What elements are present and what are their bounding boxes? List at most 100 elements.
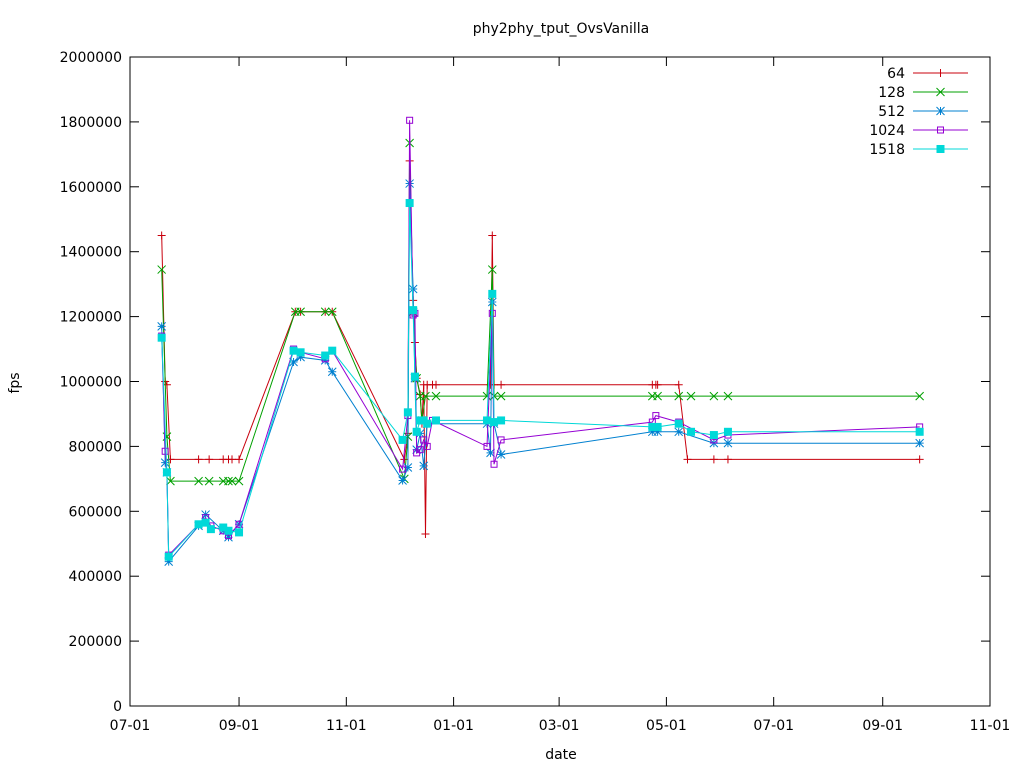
data-point	[289, 357, 298, 367]
data-point	[674, 391, 684, 401]
legend-item: 1024	[869, 123, 968, 139]
data-point	[421, 391, 430, 401]
legend-marker	[936, 87, 945, 97]
data-point	[403, 463, 413, 472]
data-point	[204, 476, 214, 486]
axes	[129, 56, 991, 707]
data-point	[483, 416, 492, 425]
data-point	[723, 427, 732, 436]
data-point	[915, 391, 925, 401]
data-point	[320, 307, 330, 317]
data-point	[408, 284, 418, 294]
data-point	[490, 460, 498, 468]
data-point	[723, 438, 733, 448]
x-tick-label: 07-01	[753, 718, 794, 734]
data-point	[409, 306, 418, 315]
legend-marker	[936, 69, 945, 77]
data-point	[398, 476, 407, 485]
data-point	[423, 442, 431, 450]
data-point	[723, 455, 732, 464]
x-tick-label: 11-01	[970, 718, 1011, 734]
data-point	[194, 520, 203, 529]
legend-item: 512	[878, 104, 968, 120]
y-tick-label: 1800000	[60, 115, 122, 131]
x-axis-label: date	[545, 747, 577, 763]
data-point	[228, 455, 237, 464]
data-point	[399, 465, 407, 473]
y-tick-label: 1000000	[60, 375, 122, 391]
legend-marker	[937, 126, 944, 134]
legend-label: 64	[887, 66, 905, 82]
data-point	[289, 346, 298, 355]
data-point	[296, 307, 305, 317]
data-point	[709, 391, 719, 401]
data-point	[915, 438, 925, 448]
data-point	[412, 427, 421, 436]
data-point	[709, 431, 718, 440]
legend-marker	[936, 145, 945, 153]
data-point	[653, 391, 662, 401]
data-point	[915, 455, 924, 464]
x-tick-label: 01-01	[433, 718, 474, 734]
data-point	[405, 199, 414, 208]
data-point	[227, 476, 237, 486]
data-point	[647, 427, 657, 437]
y-tick-label: 1200000	[60, 310, 122, 326]
data-point	[161, 447, 169, 455]
data-point	[157, 333, 166, 342]
plot-border	[129, 56, 991, 707]
series-64	[157, 156, 924, 539]
legend-item: 1518	[869, 142, 968, 158]
data-point	[674, 419, 683, 428]
data-point	[653, 427, 662, 437]
y-axis-label: fps	[7, 372, 23, 393]
data-point	[674, 427, 684, 437]
series-line	[161, 142, 920, 482]
y-tick-label: 0	[113, 699, 122, 715]
data-point	[328, 346, 337, 355]
axis-ticks: 0 200000 400000 600000 800000 1000000 1200000 1…	[60, 50, 1011, 734]
data-point	[423, 419, 432, 428]
data-point	[235, 528, 244, 537]
legend-label: 1518	[869, 142, 905, 158]
series-line	[161, 202, 920, 558]
x-tick-label: 11-01	[326, 718, 367, 734]
x-tick-label: 05-01	[646, 718, 687, 734]
data-point	[432, 380, 441, 389]
series-line	[161, 120, 920, 557]
data-point	[166, 476, 175, 486]
legend-label: 128	[878, 85, 905, 101]
x-tick-label: 07-01	[110, 718, 151, 734]
data-point	[915, 427, 924, 436]
legend-label: 1024	[869, 123, 905, 139]
data-point	[321, 351, 330, 360]
data-point	[234, 476, 244, 486]
data-point	[674, 380, 683, 389]
data-point	[224, 532, 233, 542]
data-point	[421, 530, 430, 539]
data-point	[406, 116, 414, 124]
data-point	[496, 450, 506, 459]
data-point	[487, 265, 497, 274]
data-point	[488, 231, 497, 240]
data-point	[488, 289, 497, 298]
data-point	[164, 552, 173, 561]
data-point	[235, 520, 243, 528]
data-point	[157, 321, 167, 331]
data-point	[296, 348, 305, 357]
data-point	[652, 412, 660, 420]
data-point	[420, 436, 428, 444]
data-point	[327, 307, 337, 317]
data-point	[653, 380, 662, 389]
data-point	[224, 526, 233, 535]
data-point	[327, 367, 337, 377]
data-point	[403, 408, 412, 417]
y-tick-label: 400000	[69, 569, 122, 585]
y-tick-label: 1400000	[60, 245, 122, 261]
data-point	[157, 231, 166, 240]
data-point	[157, 265, 167, 274]
x-tick-label: 09-01	[862, 718, 903, 734]
series-1024	[158, 116, 924, 559]
data-point	[205, 455, 214, 464]
